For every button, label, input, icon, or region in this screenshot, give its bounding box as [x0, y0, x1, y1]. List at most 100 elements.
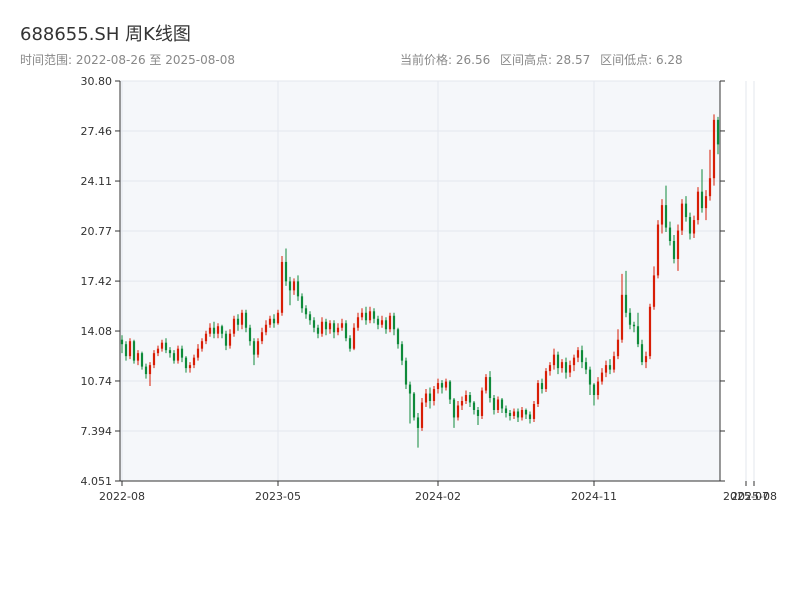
- candle: [700, 169, 704, 213]
- y-tick-label: 10.74: [81, 375, 113, 388]
- candle-body: [252, 341, 256, 355]
- candle-body: [344, 323, 348, 339]
- candle: [180, 345, 184, 363]
- candle-body: [376, 318, 380, 325]
- candle: [652, 266, 656, 310]
- candle: [120, 335, 124, 354]
- candle: [672, 235, 676, 264]
- candle-body: [292, 281, 296, 291]
- candle: [312, 317, 316, 333]
- candle: [628, 308, 632, 330]
- candle-body: [272, 318, 276, 324]
- candle: [492, 395, 496, 415]
- candle: [232, 315, 236, 337]
- candle-body: [588, 369, 592, 385]
- candle-body: [556, 354, 560, 369]
- candle: [172, 350, 176, 364]
- candle-body: [696, 191, 700, 221]
- y-tick-label: 7.394: [81, 425, 113, 438]
- candle-body: [432, 389, 436, 402]
- candle-body: [628, 312, 632, 325]
- candle-body: [540, 383, 544, 390]
- candle-body: [660, 205, 664, 225]
- candle: [476, 406, 480, 425]
- candle-body: [168, 350, 172, 354]
- range-low-label: 区间低点: 6.28: [600, 53, 683, 67]
- candle: [152, 350, 156, 369]
- candle-body: [192, 357, 196, 366]
- candle: [196, 344, 200, 361]
- candle: [220, 324, 224, 339]
- candle-body: [176, 348, 180, 361]
- candle-body: [584, 362, 588, 370]
- candle-body: [476, 409, 480, 416]
- candle-body: [624, 294, 628, 313]
- candle-body: [424, 393, 428, 403]
- candle: [412, 392, 416, 421]
- candle-body: [664, 205, 668, 228]
- candle-body: [468, 395, 472, 403]
- candle: [364, 306, 368, 325]
- candle-body: [632, 324, 636, 327]
- candle-body: [668, 227, 672, 242]
- candle-body: [708, 178, 712, 197]
- candle: [328, 320, 332, 334]
- candle: [620, 273, 624, 343]
- candle-body: [356, 317, 360, 328]
- candle-body: [412, 393, 416, 418]
- candle-body: [128, 341, 132, 357]
- candle: [192, 354, 196, 369]
- candle: [640, 339, 644, 366]
- candle-body: [684, 203, 688, 218]
- candle: [280, 255, 284, 316]
- x-tick-label: 2024-02: [415, 490, 461, 503]
- candle-body: [188, 365, 192, 369]
- candle: [532, 401, 536, 422]
- candle: [636, 312, 640, 348]
- candle: [204, 330, 208, 345]
- candle-body: [604, 365, 608, 373]
- candle-body: [228, 333, 232, 346]
- candle: [656, 220, 660, 279]
- candle-body: [548, 365, 552, 372]
- candle-body: [336, 327, 340, 333]
- candle-body: [680, 203, 684, 231]
- candle: [380, 315, 384, 328]
- candle-body: [364, 312, 368, 321]
- candle: [360, 308, 364, 321]
- x-tick-label: 2024-11: [571, 490, 617, 503]
- chart-title: 688655.SH 周K线图: [20, 24, 191, 45]
- candle: [608, 359, 612, 375]
- candle-body: [536, 383, 540, 405]
- candle-body: [572, 357, 576, 366]
- candle-body: [368, 311, 372, 321]
- candle: [272, 314, 276, 328]
- candle: [140, 351, 144, 370]
- candle: [512, 408, 516, 419]
- candle-body: [520, 409, 524, 418]
- candle: [316, 324, 320, 339]
- x-tick-label: 2022-08: [99, 490, 145, 503]
- candle: [288, 276, 292, 306]
- candle: [572, 354, 576, 372]
- candle-body: [608, 365, 612, 370]
- candle-body: [452, 399, 456, 418]
- candle-body: [240, 312, 244, 325]
- candle: [228, 329, 232, 349]
- candle: [708, 149, 712, 201]
- candle-body: [464, 395, 468, 402]
- candle: [320, 317, 324, 337]
- candle: [296, 275, 300, 301]
- candle-body: [204, 333, 208, 342]
- candle: [432, 386, 436, 406]
- candle: [580, 345, 584, 369]
- y-tick-label: 30.80: [81, 75, 113, 88]
- candle: [384, 317, 388, 334]
- candle: [348, 335, 352, 352]
- candle: [276, 309, 280, 325]
- candle: [284, 248, 288, 286]
- candle-body: [352, 327, 356, 349]
- candle-body: [316, 327, 320, 334]
- y-tick-label: 27.46: [81, 125, 113, 138]
